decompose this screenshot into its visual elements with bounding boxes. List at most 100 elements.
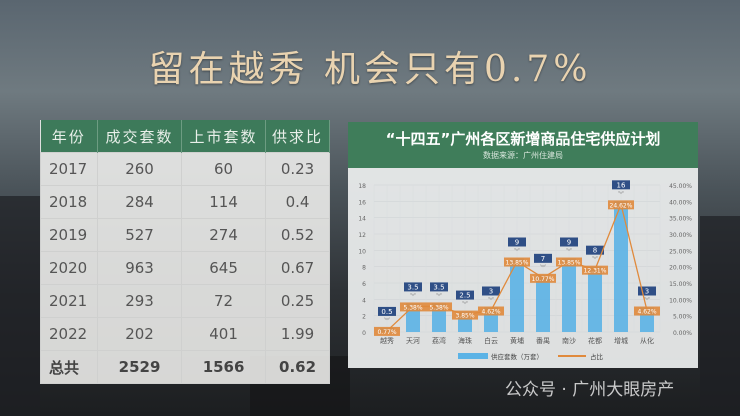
bar <box>614 201 628 332</box>
total-cell: 1566 <box>181 350 267 384</box>
total-cell: 2529 <box>97 350 183 384</box>
y2-tick-label: 25.00% <box>669 248 692 255</box>
supply-demand-table: 年份 成交套数 上市套数 供求比 2017 260 60 0.23 2018 284 114… <box>39 120 330 384</box>
ratio-label: 4.62% <box>481 309 500 316</box>
y2-tick-label: 45.00% <box>669 183 692 190</box>
ratio-label: 5.38% <box>429 304 448 311</box>
chevron-down-icon: ︾ <box>488 298 494 305</box>
x-tick-label: 荔湾 <box>432 336 446 345</box>
chevron-down-icon: ︾ <box>540 265 546 272</box>
ratio-label: 5.38% <box>403 304 422 311</box>
chart-header: “十四五”广州各区新增商品住宅供应计划 数据来源：广州住建局 <box>348 122 698 168</box>
table-row: 2021 293 72 0.25 <box>39 284 330 318</box>
table-total-row: 总共 2529 1566 0.62 <box>39 350 330 384</box>
bar <box>536 274 550 332</box>
table-cell: 293 <box>97 284 183 318</box>
x-tick-label: 番禺 <box>536 337 550 345</box>
table-cell: 60 <box>181 152 267 186</box>
chart-subtitle: 数据来源：广州住建局 <box>483 151 563 160</box>
y2-tick-label: 40.00% <box>669 199 692 206</box>
chevron-down-icon: ︾ <box>618 191 624 198</box>
bar-value-badge <box>638 286 656 296</box>
bar-value-label: 9 <box>567 239 571 247</box>
ratio-label-badge <box>608 200 634 210</box>
y-tick-label: 16 <box>358 199 366 206</box>
x-tick-label: 白云 <box>484 336 498 345</box>
bar-value-label: 8 <box>593 247 597 255</box>
chevron-down-icon: ︾ <box>644 298 650 305</box>
y-tick-label: 14 <box>358 216 366 223</box>
ratio-label: 24.62% <box>610 202 633 209</box>
chevron-down-icon: ︾ <box>514 249 520 256</box>
table-cell: 2021 <box>39 284 99 318</box>
table-cell: 114 <box>181 185 267 219</box>
y2-tick-label: 10.00% <box>669 297 692 304</box>
ratio-label: 3.85% <box>455 313 474 320</box>
table-cell: 2017 <box>39 152 99 186</box>
table-row: 2020 963 645 0.67 <box>39 251 330 285</box>
bar-value-badge <box>586 245 604 255</box>
table-cell: 284 <box>97 185 183 219</box>
table-cell: 0.23 <box>265 152 330 186</box>
legend-label: 供应套数（万套） <box>491 352 543 361</box>
page-title: 留在越秀 机会只有0.7% <box>148 49 592 90</box>
table-cell: 0.52 <box>265 218 330 252</box>
y2-tick-label: 20.00% <box>669 265 692 272</box>
chevron-down-icon: ︾ <box>566 249 572 256</box>
col-header: 上市套数 <box>181 120 267 153</box>
chevron-down-icon: ︾ <box>592 257 598 264</box>
y2-tick-label: 30.00% <box>669 232 692 239</box>
bar-value-label: 16 <box>617 181 626 189</box>
table-cell: 2020 <box>39 251 99 285</box>
chevron-down-icon: ︾ <box>462 302 468 309</box>
bar-value-label: 2.5 <box>459 292 470 300</box>
bar-value-badge <box>482 286 500 296</box>
y-tick-label: 8 <box>362 265 366 272</box>
bar-value-badge <box>404 282 422 292</box>
table-cell: 1.99 <box>265 317 330 351</box>
chevron-down-icon: ︾ <box>384 318 390 325</box>
table-header-row: 年份 成交套数 上市套数 供求比 <box>40 120 330 153</box>
ratio-label-badge <box>634 306 660 316</box>
ratio-label-badge <box>400 302 426 312</box>
ratio-label: 0.77% <box>377 329 396 336</box>
ratio-label-badge <box>478 306 504 316</box>
col-header: 年份 <box>40 120 99 153</box>
ratio-label: 13.85% <box>558 260 581 267</box>
chevron-down-icon: ︾ <box>410 293 416 300</box>
table-row: 2018 284 114 0.4 <box>39 185 330 219</box>
ratio-label-badge <box>530 273 556 283</box>
table-cell: 0.67 <box>265 251 330 285</box>
x-tick-label: 海珠 <box>458 336 472 345</box>
table-cell: 260 <box>97 152 183 186</box>
col-header: 供求比 <box>265 120 330 153</box>
bar-value-label: 7 <box>541 255 545 263</box>
y-tick-label: 4 <box>362 297 366 304</box>
legend-label: 占比 <box>590 352 604 361</box>
x-tick-label: 黄埔 <box>510 336 524 345</box>
y2-tick-label: 0.00% <box>673 330 692 337</box>
table-row: 2019 527 274 0.52 <box>39 218 330 252</box>
y-tick-label: 18 <box>358 183 366 190</box>
bar <box>562 258 576 332</box>
x-tick-label: 花都 <box>588 336 602 345</box>
bar-value-badge <box>508 237 526 247</box>
bar-value-label: 3 <box>645 288 649 296</box>
bar-value-badge <box>456 290 474 300</box>
y2-tick-label: 35.00% <box>669 216 692 223</box>
ratio-label-badge <box>374 326 400 336</box>
bar-value-badge <box>534 253 552 263</box>
total-cell: 0.62 <box>265 350 330 384</box>
bar-value-badge <box>612 180 630 190</box>
chevron-down-icon: ︾ <box>436 293 442 300</box>
y-tick-label: 6 <box>362 281 366 288</box>
bar-value-badge <box>430 282 448 292</box>
x-tick-label: 天河 <box>406 337 420 345</box>
bar-value-label: 0.5 <box>381 308 392 316</box>
ratio-label: 12.31% <box>584 268 607 275</box>
ratio-label: 13.85% <box>506 260 529 267</box>
ratio-label-badge <box>582 265 608 275</box>
bar <box>588 266 602 332</box>
bar-value-label: 3.5 <box>433 283 444 291</box>
x-tick-label: 从化 <box>640 336 654 345</box>
